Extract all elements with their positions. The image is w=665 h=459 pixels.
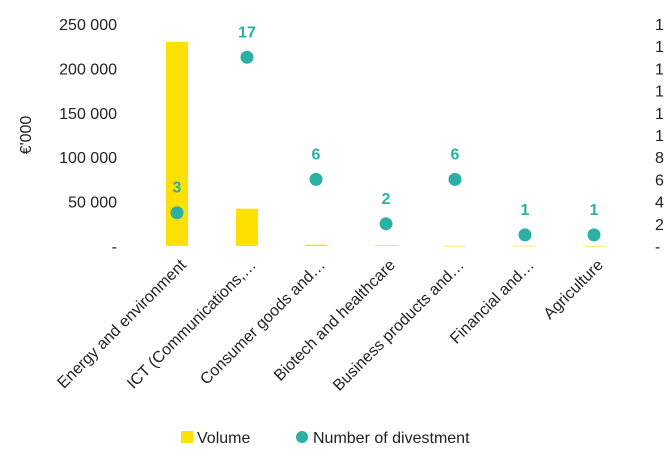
divestment-point [240,50,254,64]
legend: Volume Number of divestment [181,430,470,447]
y2-tick-label: 1 [655,61,664,78]
divestment-point [379,217,393,231]
y-tick-label: 200 000 [59,61,117,78]
y2-tick-label: 1 [655,84,664,101]
secondary-y-axis-ticks: - 2 4 6 8 1 1 1 1 1 1 [655,17,664,256]
y-tick-label: 50 000 [68,195,117,212]
divestment-data-label: 1 [521,202,530,219]
legend-swatch-volume [181,431,193,443]
y2-tick-label: 4 [655,195,664,212]
category-label: Biotech and healthcare [271,257,399,385]
y2-tick-label: 1 [655,106,664,123]
y-axis-ticks: - 50 000 100 000 150 000 200 000 250 000 [59,17,117,256]
divestment-point [309,172,323,186]
y-tick-label: 150 000 [59,106,117,123]
volume-bars [166,41,605,247]
divestment-point [170,206,184,220]
divestment-data-label: 1 [590,202,599,219]
category-label: Business products and… [330,257,468,395]
legend-label-volume: Volume [197,430,250,447]
y2-tick-label: 8 [655,150,664,167]
y-tick-label: - [112,239,117,256]
volume-bar [166,41,188,247]
y-axis-label: €'000 [18,116,35,155]
y-tick-label: 250 000 [59,17,117,34]
divestment-point [587,228,601,242]
volume-bar [444,245,466,247]
category-label: Consumer goods and… [197,257,329,389]
category-label: Agriculture [541,257,607,323]
y2-tick-label: 6 [655,172,664,189]
y2-tick-label: 1 [655,39,664,56]
category-label: Energy and environment [55,256,191,392]
volume-bar [583,245,605,247]
y2-tick-label: 1 [655,17,664,34]
divestment-data-label: 6 [451,146,460,163]
divestment-point [518,228,532,242]
y2-tick-label: 2 [655,217,664,234]
divestment-points: 3 17 6 2 6 1 1 [170,24,601,242]
legend-label-divestment: Number of divestment [313,430,470,447]
volume-bar [236,208,258,246]
legend-swatch-divestment [296,431,308,443]
volume-bar [305,244,327,246]
divestment-point [448,172,462,186]
divestment-data-label: 17 [238,24,256,41]
volume-bar [375,245,397,246]
y2-tick-label: - [655,239,660,256]
volume-bar [514,245,536,247]
divestment-data-label: 6 [312,146,321,163]
y2-tick-label: 1 [655,128,664,145]
y-tick-label: 100 000 [59,150,117,167]
category-label: ICT (Communications,… [124,257,260,393]
divestment-data-label: 2 [382,191,391,208]
divestment-data-label: 3 [173,180,182,197]
